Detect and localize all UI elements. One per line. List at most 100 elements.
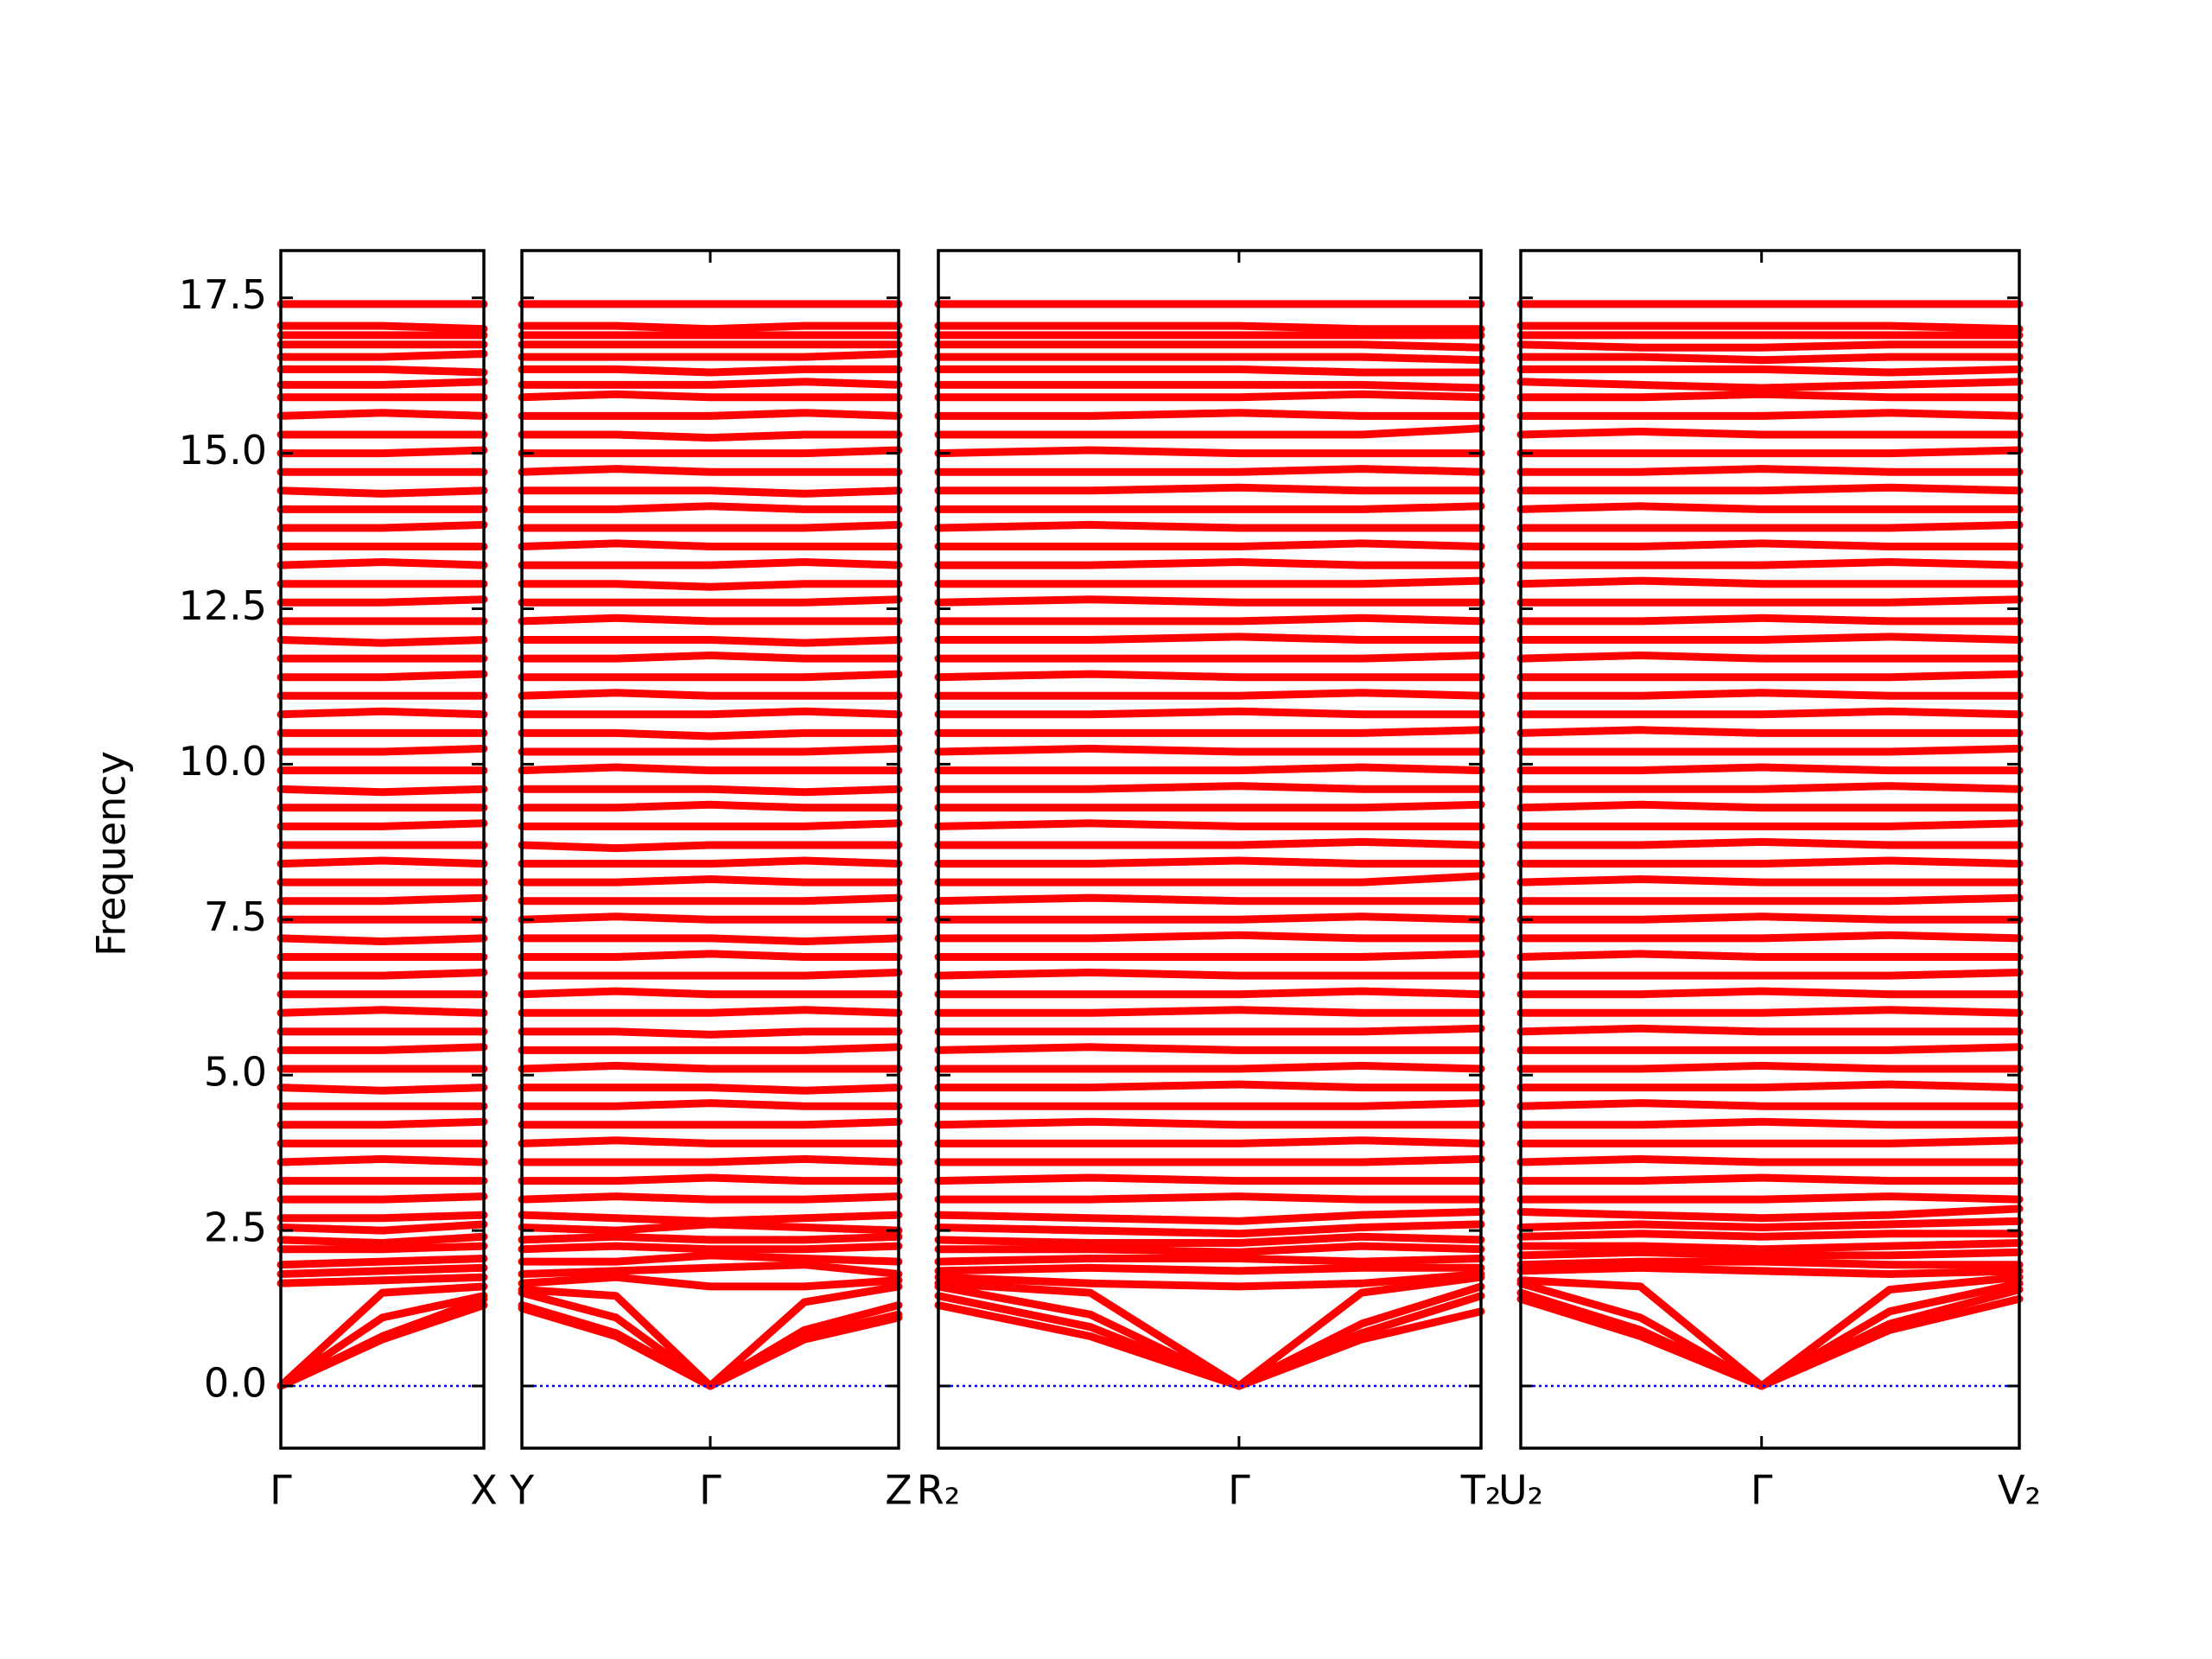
band-line bbox=[518, 465, 903, 476]
band-line bbox=[934, 576, 1485, 588]
band-line bbox=[934, 365, 1485, 377]
band-line bbox=[518, 613, 903, 626]
x-tick-label: Γ bbox=[1228, 1467, 1250, 1514]
band-line bbox=[518, 539, 903, 550]
band-line bbox=[276, 1273, 488, 1287]
band-line bbox=[934, 1270, 1485, 1291]
band-line bbox=[276, 1211, 488, 1223]
band-line bbox=[934, 613, 1485, 626]
band-line bbox=[1516, 378, 2024, 392]
band-line bbox=[276, 446, 488, 458]
band-line bbox=[1516, 595, 2024, 607]
band-line bbox=[1516, 1043, 2024, 1054]
x-tick-label: V₂ bbox=[1998, 1467, 2041, 1514]
band-line bbox=[518, 785, 903, 797]
band-line bbox=[934, 539, 1485, 550]
band-line bbox=[934, 782, 1485, 793]
band-line bbox=[276, 409, 488, 420]
panel-frame bbox=[279, 249, 486, 1450]
band-line bbox=[1516, 987, 2024, 999]
band-line bbox=[1516, 1061, 2024, 1073]
band-line bbox=[518, 670, 903, 682]
band-line bbox=[276, 1192, 488, 1204]
band-line bbox=[934, 595, 1485, 607]
band-line bbox=[1516, 483, 2024, 495]
band-line bbox=[934, 987, 1485, 999]
band-line bbox=[1516, 409, 2024, 420]
band-line bbox=[1516, 1239, 2024, 1254]
band-line bbox=[276, 1232, 488, 1247]
band-line bbox=[518, 841, 903, 853]
band-line bbox=[518, 1117, 903, 1129]
band-line bbox=[276, 378, 488, 389]
band-line bbox=[934, 969, 1485, 980]
y-tick-label: 12.5 bbox=[179, 582, 267, 629]
band-line bbox=[1516, 931, 2024, 943]
band-line bbox=[1516, 726, 2024, 737]
band-line bbox=[1516, 912, 2024, 924]
band-line bbox=[934, 446, 1485, 458]
band-line bbox=[518, 430, 903, 442]
band-line bbox=[518, 912, 903, 924]
band-line bbox=[934, 1117, 1485, 1129]
band-line bbox=[934, 763, 1485, 775]
band-line bbox=[518, 1173, 903, 1185]
band-line bbox=[1516, 1192, 2024, 1204]
y-tick-label: 5.0 bbox=[204, 1049, 267, 1096]
band-line bbox=[276, 1242, 488, 1254]
band-line bbox=[1516, 1136, 2024, 1147]
band-line bbox=[934, 1220, 1485, 1238]
band-line bbox=[934, 670, 1485, 682]
band-line bbox=[276, 365, 488, 377]
band-line bbox=[276, 819, 488, 830]
band-line bbox=[1516, 763, 2024, 775]
band-line bbox=[518, 636, 903, 647]
band-line bbox=[276, 744, 488, 756]
band-line bbox=[276, 636, 488, 647]
band-line bbox=[276, 893, 488, 906]
band-line bbox=[1516, 1263, 2024, 1278]
band-line bbox=[934, 1255, 1485, 1266]
band-line bbox=[518, 1261, 903, 1278]
band-line bbox=[518, 1154, 903, 1166]
band-line bbox=[934, 1080, 1485, 1092]
band-line bbox=[518, 875, 903, 887]
band-line bbox=[934, 558, 1485, 569]
band-line bbox=[934, 1099, 1485, 1110]
band-line bbox=[276, 1117, 488, 1129]
band-line bbox=[1516, 1230, 2024, 1241]
band-line bbox=[1516, 950, 2024, 961]
band-line bbox=[934, 483, 1485, 495]
band-line bbox=[1516, 613, 2024, 626]
band-line bbox=[1516, 1173, 2024, 1185]
band-line bbox=[934, 1173, 1485, 1185]
band-line bbox=[1516, 1117, 2024, 1129]
band-line bbox=[934, 1154, 1485, 1166]
band-line bbox=[518, 520, 903, 532]
band-line bbox=[276, 1043, 488, 1054]
x-tick-label: U₂ bbox=[1498, 1467, 1543, 1514]
band-line bbox=[934, 424, 1485, 439]
x-tick-label: Z bbox=[885, 1467, 912, 1514]
band-line bbox=[934, 1208, 1485, 1225]
band-line bbox=[276, 707, 488, 719]
band-line bbox=[934, 1136, 1485, 1147]
band-line bbox=[1516, 465, 2024, 476]
band-line bbox=[518, 365, 903, 377]
band-line bbox=[1516, 875, 2024, 887]
band-line bbox=[1516, 652, 2024, 663]
x-tick-label: T₂ bbox=[1460, 1467, 1502, 1514]
band-line bbox=[276, 1220, 488, 1235]
band-line bbox=[1516, 446, 2024, 458]
band-line bbox=[934, 340, 1485, 352]
band-line bbox=[934, 872, 1485, 887]
band-line bbox=[276, 934, 488, 945]
band-line bbox=[1516, 1273, 2024, 1390]
band-line bbox=[1516, 670, 2024, 682]
band-line bbox=[518, 409, 903, 420]
band-line bbox=[934, 893, 1485, 906]
band-line bbox=[518, 707, 903, 719]
band-line bbox=[518, 1099, 903, 1110]
y-tick-label: 2.5 bbox=[204, 1205, 267, 1251]
